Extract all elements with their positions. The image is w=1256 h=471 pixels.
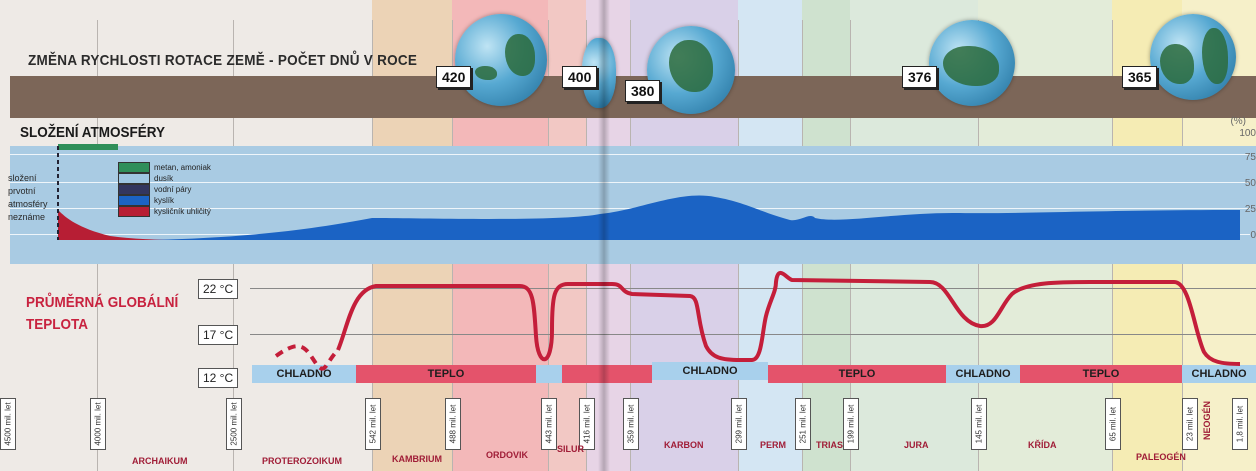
co2-area	[58, 210, 200, 240]
scale-unit: (%)	[1230, 116, 1246, 127]
time-marker: 199 mil. let	[843, 398, 859, 450]
time-marker: 416 mil. let	[579, 398, 595, 450]
earth-globe-icon	[1150, 14, 1236, 100]
scale-label: 25	[1244, 204, 1256, 215]
period-label: JURA	[904, 440, 929, 450]
temp-level-17: 17 °C	[198, 325, 239, 345]
legend-item: vodní páry	[118, 183, 278, 195]
scale-label: 100	[1239, 128, 1256, 139]
scale-label: 50	[1244, 178, 1256, 189]
time-marker: 4500 mil. let	[0, 398, 16, 450]
time-marker: 145 mil. let	[971, 398, 987, 450]
period-label: PERM	[760, 440, 787, 450]
rotation-value: 380	[625, 80, 661, 102]
climate-segment	[562, 365, 652, 383]
period-label: ARCHAIKUM	[132, 456, 188, 466]
scale-label: 75	[1244, 152, 1256, 163]
period-label: SILUR	[557, 444, 584, 454]
earth-globe-icon	[929, 20, 1015, 106]
climate-segment: CHLADNO	[1182, 365, 1256, 383]
time-marker: 65 mil. let	[1105, 398, 1121, 450]
time-marker: 488 mil. let	[445, 398, 461, 450]
rotation-value: 400	[562, 66, 598, 88]
time-marker: 251 mil. let	[795, 398, 811, 450]
unknown-note: složení prvotní atmosféry neznáme	[8, 173, 48, 222]
temp-level-12: 12 °C	[198, 368, 239, 388]
legend-item: dusík	[118, 172, 278, 184]
time-marker: 23 mil. let	[1182, 398, 1198, 450]
grid-line	[10, 182, 1250, 183]
rotation-title: ZMĚNA RYCHLOSTI ROTACE ZEMĚ - POČET DNŮ …	[28, 52, 418, 69]
climate-segment	[536, 365, 562, 383]
climate-segment: TEPLO	[1020, 365, 1182, 383]
legend-item: metan, amoniak	[118, 161, 278, 173]
time-marker: 443 mil. let	[541, 398, 557, 450]
time-marker: 542 mil. let	[365, 398, 381, 450]
atmosphere-title: SLOŽENÍ ATMOSFÉRY	[20, 124, 166, 141]
time-marker: 299 mil. let	[731, 398, 747, 450]
time-marker: 2500 mil. let	[226, 398, 242, 450]
temp-level-line	[250, 288, 1256, 289]
temperature-title: PRŮMĚRNÁ GLOBÁLNÍ TEPLOTA	[26, 294, 179, 333]
period-label: ORDOVIK	[486, 450, 529, 460]
methane-bar	[58, 144, 118, 150]
scale-label: 0	[1250, 230, 1256, 241]
period-label: NEOGÉN	[1202, 400, 1212, 440]
period-label: PROTEROZOIKUM	[262, 456, 342, 466]
earth-globe-icon	[647, 26, 735, 114]
earth-globe-icon	[455, 14, 547, 106]
climate-segment: TEPLO	[768, 365, 946, 383]
legend-item: kysličník uhličitý	[118, 205, 278, 217]
time-marker: 4000 mil. let	[90, 398, 106, 450]
legend-item: kyslík	[118, 194, 278, 206]
temp-level-line	[250, 334, 1256, 335]
atmosphere-panel	[10, 146, 1256, 264]
period-label: TRIAS	[816, 440, 843, 450]
book-spine	[598, 0, 610, 471]
rotation-value: 365	[1122, 66, 1158, 88]
climate-segment: CHLADNO	[946, 365, 1020, 383]
grid-line	[10, 208, 1250, 209]
period-label: KŘÍDA	[1028, 440, 1057, 450]
climate-segment: TEPLO	[356, 365, 536, 383]
period-label: KARBON	[664, 440, 704, 450]
time-marker: 1,8 mil. let	[1232, 398, 1248, 450]
time-marker: 359 mil. let	[623, 398, 639, 450]
oxygen-area	[150, 195, 1240, 240]
grid-line	[10, 154, 1250, 155]
period-label: KAMBRIUM	[392, 454, 442, 464]
climate-segment: CHLADNO	[652, 362, 768, 380]
period-label: PALEOGÉN	[1136, 452, 1186, 462]
climate-segment: CHLADNO	[252, 365, 356, 383]
rotation-value: 420	[436, 66, 472, 88]
atmosphere-legend: metan, amoniak dusík vodní páry kyslík k…	[118, 161, 278, 217]
rotation-value: 376	[902, 66, 938, 88]
temp-level-22: 22 °C	[198, 279, 239, 299]
